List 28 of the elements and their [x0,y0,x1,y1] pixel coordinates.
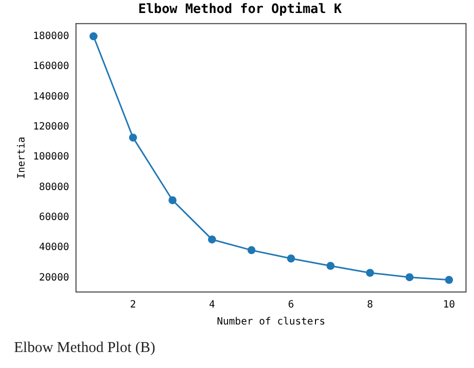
text: Elbow Method Plot (B) [14,340,156,357]
x-tick-label: 6 [288,300,294,311]
point [129,134,138,142]
point [366,268,374,277]
y-tick-label: 160000 [33,61,70,72]
y-tick-label: 80000 [39,182,70,193]
y-tick-label: 20000 [39,272,70,284]
chart-title: Elbow Method for Optimal K [138,2,342,18]
x-tick-label: 8 [366,300,374,311]
point [406,273,414,282]
y-tick-label: 60000 [39,212,70,224]
x-axis-title: Number of clusters [216,316,326,328]
y-tick-label: 120000 [33,121,70,132]
x-tick-label: 2 [130,300,136,311]
y-tick-label: 40000 [39,242,70,254]
point [168,196,177,204]
point [90,32,98,40]
x-tick-label: 10 [442,300,456,311]
y-tick-label: 100000 [33,152,70,163]
x-tick-label: 4 [208,300,216,311]
point [208,235,216,244]
y-tick-label: 140000 [33,91,70,102]
point [248,246,256,254]
point [445,276,454,284]
point [287,254,296,262]
y-axis-title: Inertia [16,136,28,179]
y-tick-label: 180000 [33,30,70,42]
point [326,262,335,270]
